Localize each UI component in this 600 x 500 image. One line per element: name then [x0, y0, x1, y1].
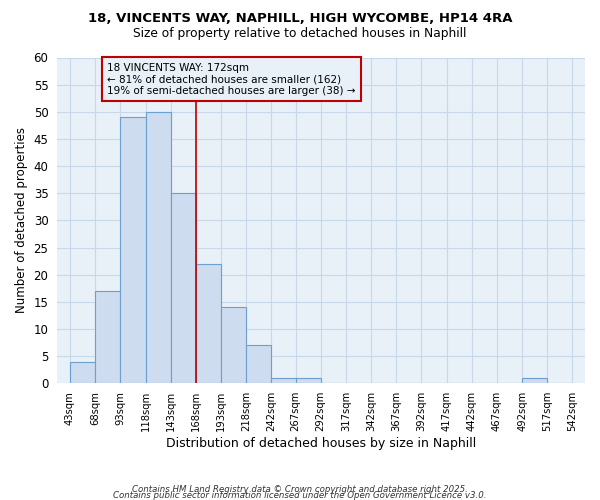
Bar	[221, 308, 246, 384]
Bar	[196, 264, 221, 384]
Bar	[70, 362, 95, 384]
Bar	[296, 378, 321, 384]
Bar	[95, 291, 121, 384]
Text: Contains HM Land Registry data © Crown copyright and database right 2025.: Contains HM Land Registry data © Crown c…	[132, 485, 468, 494]
Text: 18 VINCENTS WAY: 172sqm
← 81% of detached houses are smaller (162)
19% of semi-d: 18 VINCENTS WAY: 172sqm ← 81% of detache…	[107, 62, 356, 96]
Bar	[271, 378, 296, 384]
Bar	[171, 194, 196, 384]
Bar	[121, 118, 146, 384]
Text: Size of property relative to detached houses in Naphill: Size of property relative to detached ho…	[133, 28, 467, 40]
Y-axis label: Number of detached properties: Number of detached properties	[15, 128, 28, 314]
X-axis label: Distribution of detached houses by size in Naphill: Distribution of detached houses by size …	[166, 437, 476, 450]
Bar	[522, 378, 547, 384]
Text: Contains public sector information licensed under the Open Government Licence v3: Contains public sector information licen…	[113, 490, 487, 500]
Bar	[146, 112, 171, 384]
Bar	[246, 346, 271, 384]
Text: 18, VINCENTS WAY, NAPHILL, HIGH WYCOMBE, HP14 4RA: 18, VINCENTS WAY, NAPHILL, HIGH WYCOMBE,…	[88, 12, 512, 26]
